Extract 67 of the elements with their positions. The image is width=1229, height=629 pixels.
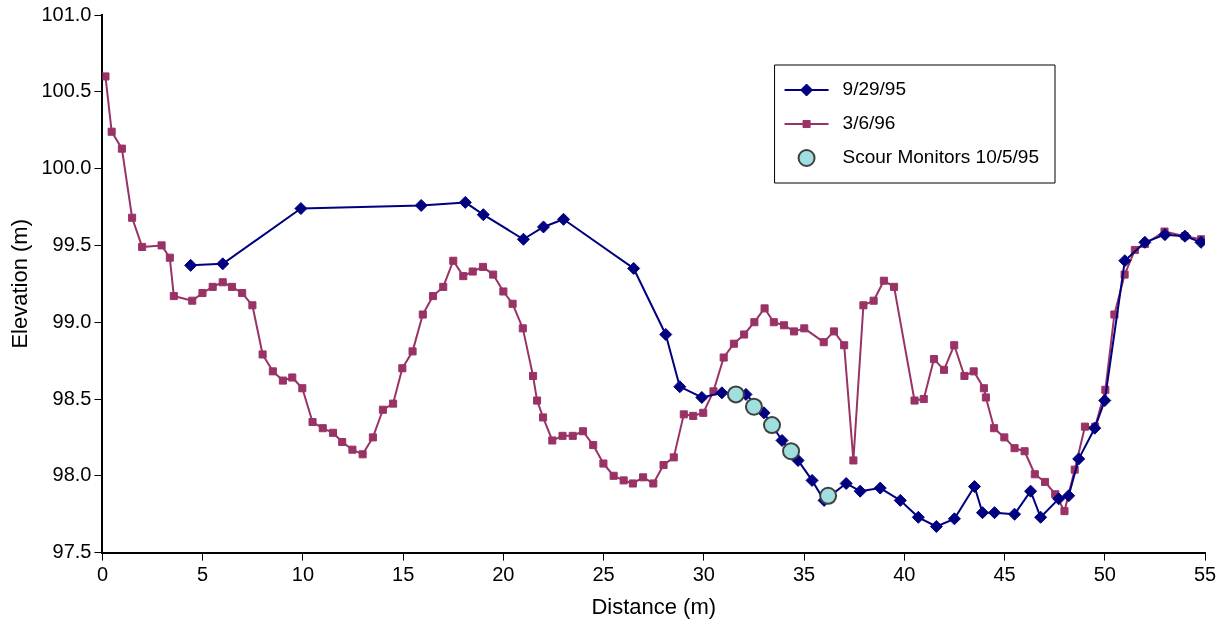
point <box>1062 489 1076 503</box>
x-tick-label: 20 <box>492 563 515 586</box>
point <box>911 510 925 524</box>
y-tick-label: 98.0 <box>52 463 92 486</box>
point <box>947 512 961 526</box>
point <box>893 493 907 507</box>
point <box>1098 394 1112 408</box>
legend-label: 3/6/96 <box>842 112 896 134</box>
x-tick-label: 10 <box>291 563 315 586</box>
point <box>557 212 571 226</box>
x-tick-label: 40 <box>893 563 916 586</box>
point <box>744 397 763 416</box>
point <box>1158 228 1172 242</box>
point <box>853 484 867 498</box>
point <box>839 476 853 490</box>
y-tick-label: 100.0 <box>41 156 92 179</box>
point <box>476 208 490 222</box>
point <box>967 480 981 494</box>
y-tick-label: 99.5 <box>52 232 92 255</box>
point <box>929 519 943 533</box>
point <box>805 473 819 487</box>
point <box>782 442 801 461</box>
y-axis-title: Elevation (m) <box>7 219 33 349</box>
point <box>1034 510 1048 524</box>
x-tick-label: 50 <box>1093 563 1116 586</box>
point <box>975 506 989 520</box>
x-tick-label: 35 <box>792 563 816 586</box>
point <box>1024 484 1038 498</box>
point <box>695 390 709 404</box>
point <box>184 258 198 272</box>
point <box>627 261 641 275</box>
point <box>763 416 781 435</box>
point <box>1052 492 1066 506</box>
y-tick-label: 101.0 <box>41 2 92 25</box>
x-tick-label: 45 <box>993 563 1016 586</box>
point <box>988 506 1002 520</box>
point <box>1008 507 1022 521</box>
point <box>1072 452 1086 466</box>
x-axis-title: Distance (m) <box>591 593 717 619</box>
point <box>726 385 745 404</box>
y-tick-label: 100.5 <box>41 79 92 102</box>
x-tick-label: 55 <box>1193 563 1217 586</box>
x-tick-label: 30 <box>692 563 715 586</box>
y-tick-label: 98.5 <box>52 386 92 409</box>
point <box>873 481 887 495</box>
x-tick-label: 25 <box>592 563 615 586</box>
point <box>659 327 673 341</box>
point <box>673 380 687 394</box>
point <box>1138 235 1152 249</box>
point <box>715 386 729 400</box>
legend-label: Scour Monitors 10/5/95 <box>842 146 1040 168</box>
point <box>216 257 230 271</box>
point <box>414 198 428 212</box>
point <box>458 195 472 209</box>
x-tick-label: 0 <box>96 563 109 586</box>
y-tick-label: 97.5 <box>52 540 92 563</box>
y-tick-label: 99.0 <box>52 309 92 332</box>
x-tick-label: 5 <box>197 563 209 586</box>
x-tick-label: 15 <box>392 563 415 586</box>
point <box>775 433 789 447</box>
point <box>1088 421 1102 435</box>
legend-label: 9/29/95 <box>842 78 906 100</box>
point <box>819 486 838 505</box>
point <box>536 220 550 234</box>
point <box>516 232 530 246</box>
point <box>294 202 308 216</box>
point <box>1118 254 1132 268</box>
